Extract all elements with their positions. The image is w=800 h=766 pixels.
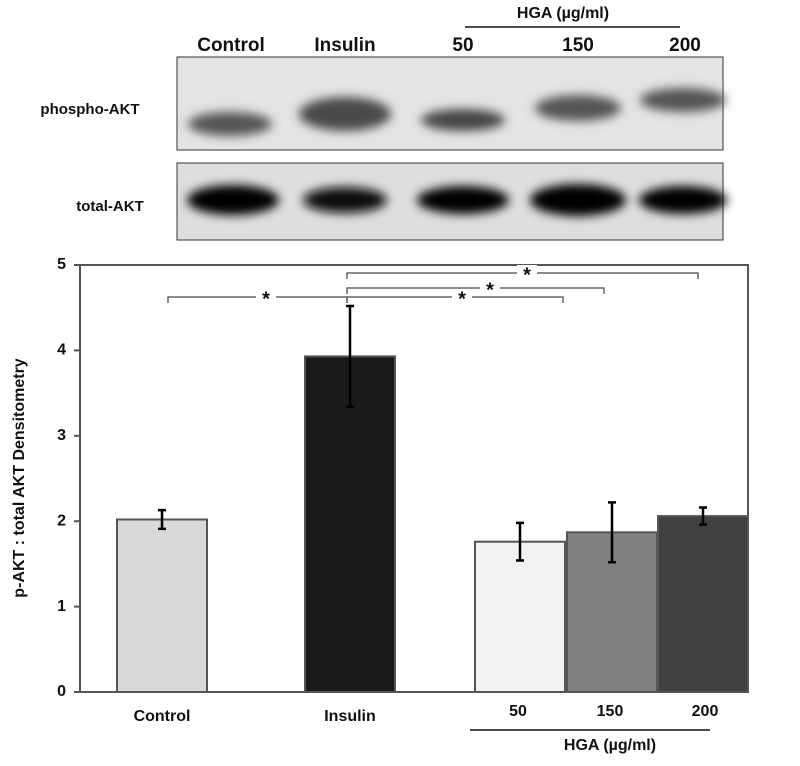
- band: [640, 88, 726, 112]
- band: [299, 97, 391, 131]
- x-tick-label: Insulin: [324, 708, 376, 725]
- blot-bands: [187, 88, 727, 216]
- row-label: phospho-AKT: [40, 101, 139, 118]
- error-bar: [699, 506, 707, 526]
- significance-star: *: [486, 279, 494, 301]
- error-bar: [608, 501, 616, 564]
- plot-frame: [79, 264, 749, 693]
- error-bar: [516, 521, 524, 562]
- star-bg: [517, 265, 537, 281]
- y-axis-label: p-AKT : total AKT Densitometry: [11, 358, 28, 598]
- y-tick-label: 3: [57, 427, 66, 444]
- band: [421, 109, 505, 131]
- band: [530, 184, 626, 216]
- error-bar: [158, 508, 166, 531]
- y-tick-label: 4: [57, 342, 66, 359]
- group-label: HGA (µg/ml): [564, 737, 656, 754]
- y-tick-label: 1: [57, 598, 66, 615]
- lane-label: 50: [452, 35, 473, 56]
- bar: [304, 355, 396, 693]
- lane-label: 200: [669, 35, 701, 56]
- band: [303, 187, 387, 213]
- group-label: HGA (µg/ml): [517, 5, 609, 22]
- star-bg: [256, 289, 276, 305]
- y-tick-label: 2: [57, 512, 66, 529]
- blot-panel: [176, 56, 724, 151]
- y-tick-label: 5: [57, 256, 66, 273]
- band: [417, 186, 509, 214]
- lane-label: Control: [197, 35, 265, 56]
- x-tick-label: 200: [692, 703, 719, 720]
- significance-star: *: [262, 288, 270, 310]
- significance-star: *: [458, 288, 466, 310]
- x-tick-label: 150: [597, 703, 624, 720]
- row-label: total-AKT: [76, 198, 144, 215]
- bar: [474, 540, 566, 693]
- band: [187, 185, 279, 215]
- significance-star: *: [523, 264, 531, 286]
- lane-label: 150: [562, 35, 594, 56]
- lane-label: Insulin: [314, 35, 375, 56]
- band: [639, 186, 727, 214]
- bar: [657, 515, 749, 693]
- x-tick-label: Control: [134, 708, 191, 725]
- star-bg: [480, 280, 500, 296]
- bar: [116, 518, 208, 693]
- band: [535, 95, 621, 121]
- y-tick-label: 0: [57, 683, 66, 700]
- significance-bracket: [346, 287, 605, 294]
- x-tick-label: 50: [509, 703, 527, 720]
- band: [188, 112, 272, 136]
- star-bg: [452, 289, 472, 305]
- error-bar: [346, 304, 354, 409]
